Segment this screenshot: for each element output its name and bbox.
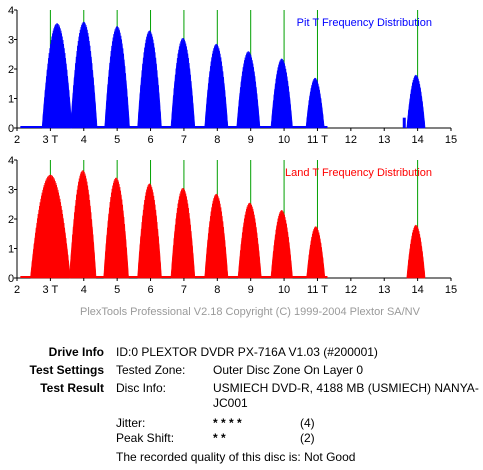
- copyright-text: PlexTools Professional V2.18 Copyright (…: [80, 306, 421, 318]
- x-tick-label-2: 2: [14, 134, 20, 146]
- x-tick-label-10: 10: [278, 284, 290, 296]
- peak-1: [30, 174, 71, 279]
- peak-1: [41, 23, 73, 129]
- peak-7: [236, 51, 261, 129]
- x-tick-label-4: 4: [81, 284, 87, 296]
- peak-7: [237, 202, 262, 279]
- x-tick-label-3: 3 T: [43, 284, 59, 296]
- x-tick-label-11: 11 T: [307, 134, 328, 146]
- tested-zone-value: Outer Disc Zone On Layer 0: [213, 363, 364, 377]
- peak-4: [137, 183, 162, 279]
- peak-8: [270, 210, 293, 279]
- chart-title-2: Land T Frequency Distribution: [285, 167, 432, 179]
- x-tick-label-7: 7: [181, 134, 187, 146]
- peak-shift-stars: * *: [213, 431, 226, 445]
- x-tick-label-12: 12: [345, 284, 357, 296]
- x-tick-label-13: 13: [378, 134, 390, 146]
- drive-info-value: ID:0 PLEXTOR DVDR PX-716A V1.03 (#200001…: [116, 345, 378, 359]
- x-tick-label-6: 6: [147, 284, 153, 296]
- y-tick-label-0: 0: [8, 123, 14, 135]
- x-tick-label-12: 12: [345, 134, 357, 146]
- peak-2: [70, 21, 98, 129]
- disc-info-value-line2: JC001: [213, 396, 248, 410]
- x-tick-label-2: 2: [14, 284, 20, 296]
- peak-3: [104, 26, 130, 129]
- x-tick-label-5: 5: [114, 134, 120, 146]
- peak-shift-label: Peak Shift:: [116, 431, 175, 445]
- peak-3: [103, 177, 129, 279]
- y-tick-label-3: 3: [8, 35, 14, 47]
- x-tick-label-15: 15: [445, 134, 457, 146]
- x-tick-label-9: 9: [248, 284, 254, 296]
- peak-9: [305, 77, 325, 129]
- y-tick-label-2: 2: [8, 214, 14, 226]
- jitter-stars: * * * *: [213, 416, 242, 430]
- y-tick-label-2: 2: [8, 64, 14, 76]
- x-tick-label-11: 11 T: [307, 284, 328, 296]
- x-tick-label-15: 15: [445, 284, 457, 296]
- x-tick-label-14: 14: [411, 284, 423, 296]
- x-tick-label-4: 4: [81, 134, 87, 146]
- peak-10: [406, 224, 426, 279]
- peak-9: [306, 226, 326, 279]
- quality-verdict: The recorded quality of this disc is: No…: [116, 450, 356, 464]
- jitter-label: Jitter:: [116, 416, 146, 430]
- peak-8: [270, 58, 293, 129]
- y-tick-label-3: 3: [8, 185, 14, 197]
- disc-info-value-line1: USMIECH DVD-R, 4188 MB (USMIECH) NANYA-: [213, 381, 479, 395]
- x-tick-label-13: 13: [378, 284, 390, 296]
- x-tick-label-7: 7: [181, 284, 187, 296]
- y-tick-label-4: 4: [8, 155, 14, 167]
- x-tick-label-5: 5: [114, 284, 120, 296]
- x-tick-label-14: 14: [411, 134, 423, 146]
- peak-10: [406, 74, 426, 129]
- y-tick-label-1: 1: [8, 94, 14, 106]
- y-tick-label-0: 0: [8, 273, 14, 285]
- peak-6: [204, 43, 229, 129]
- x-tick-label-9: 9: [248, 134, 254, 146]
- peak-2: [69, 170, 97, 279]
- chart-title-1: Pit T Frequency Distribution: [297, 17, 432, 29]
- x-tick-label-8: 8: [214, 284, 220, 296]
- peak-6: [204, 193, 229, 279]
- x-tick-label-8: 8: [214, 134, 220, 146]
- jitter-score: (4): [300, 416, 315, 430]
- x-tick-label-6: 6: [147, 134, 153, 146]
- test-result-label: Test Result: [40, 381, 104, 395]
- peak-5: [170, 188, 196, 279]
- drive-info-label: Drive Info: [48, 345, 104, 359]
- peak-4: [137, 30, 162, 129]
- y-tick-label-1: 1: [8, 244, 14, 256]
- test-settings-label: Test Settings: [29, 363, 104, 377]
- tested-zone-label: Tested Zone:: [116, 363, 186, 377]
- disc-info-label: Disc Info:: [116, 381, 167, 395]
- peak-5: [170, 38, 196, 129]
- spike-marker-1: [402, 117, 406, 128]
- peak-shift-score: (2): [300, 431, 315, 445]
- y-tick-label-4: 4: [8, 5, 14, 17]
- x-tick-label-10: 10: [278, 134, 290, 146]
- x-tick-label-3: 3 T: [43, 134, 59, 146]
